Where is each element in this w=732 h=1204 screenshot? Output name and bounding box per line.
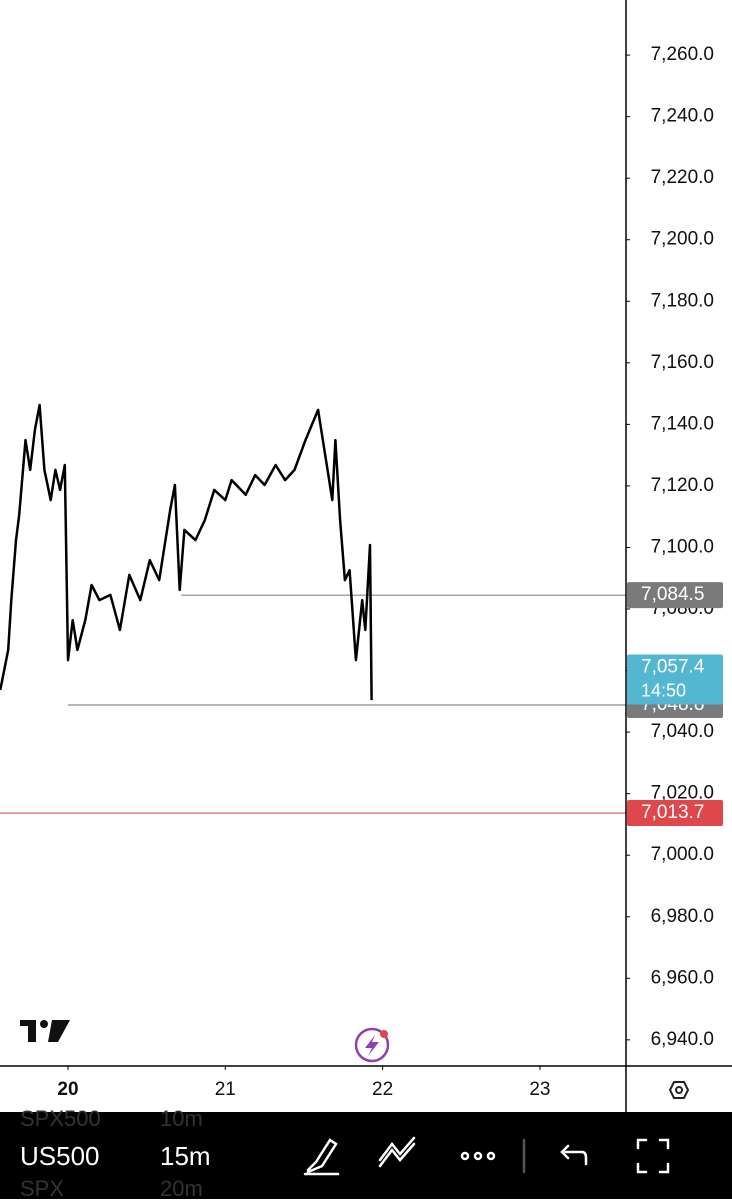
y-tick-label: 7,180.0	[651, 290, 714, 311]
price-line	[0, 403, 373, 701]
y-tick-label: 6,940.0	[651, 1029, 714, 1050]
y-tick-label: 6,960.0	[651, 967, 714, 988]
indicators-button[interactable]	[378, 1136, 416, 1168]
x-tick-label: 21	[215, 1079, 236, 1100]
y-tick-label: 7,240.0	[651, 106, 714, 127]
ghost-symbol: SPX	[20, 1176, 64, 1199]
countdown: 14:50	[641, 680, 686, 700]
lightning-button[interactable]	[354, 1027, 390, 1063]
y-tick-label: 7,220.0	[651, 167, 714, 188]
plot-area	[0, 403, 626, 814]
more-button[interactable]	[460, 1151, 496, 1161]
price-tag-label: 7,057.4	[641, 657, 705, 678]
price-tag	[627, 800, 723, 827]
y-tick-label: 6,980.0	[651, 906, 714, 927]
ghost-interval: 20m	[160, 1176, 203, 1199]
x-tick-label: 23	[529, 1079, 550, 1100]
x-tick-label: 22	[372, 1079, 393, 1100]
symbol-selector[interactable]: US500	[20, 1141, 100, 1171]
toolbar	[0, 1112, 732, 1199]
y-tick-label: 7,160.0	[651, 352, 714, 373]
ghost-symbol: SPX500	[20, 1106, 101, 1131]
ghost-interval: 10m	[160, 1106, 203, 1131]
price-tag	[627, 582, 723, 609]
logo	[20, 1020, 70, 1042]
y-tick-label: 7,020.0	[651, 783, 714, 804]
price-tag-label: 7,013.7	[641, 802, 704, 823]
draw-tool-button[interactable]	[303, 1138, 340, 1176]
price-tag-label: 7,084.5	[641, 584, 704, 605]
y-tick-label: 7,040.0	[651, 721, 714, 742]
y-tick-label: 7,120.0	[651, 475, 714, 496]
settings-button[interactable]	[668, 1081, 690, 1099]
y-tick-label: 7,000.0	[651, 844, 714, 865]
y-tick-label: 7,200.0	[651, 229, 714, 250]
y-tick-label: 7,260.0	[651, 44, 714, 65]
interval-selector[interactable]: 15m	[160, 1141, 211, 1171]
y-tick-label: 7,100.0	[651, 536, 714, 557]
undo-button[interactable]	[560, 1144, 588, 1166]
fullscreen-button[interactable]	[636, 1138, 670, 1174]
y-tick-label: 7,140.0	[651, 413, 714, 434]
toolbar-items: SPX500 SPX 10m 20m US500 15m	[20, 1106, 211, 1201]
x-tick-label: 20	[57, 1079, 78, 1100]
price-tag	[627, 654, 723, 705]
